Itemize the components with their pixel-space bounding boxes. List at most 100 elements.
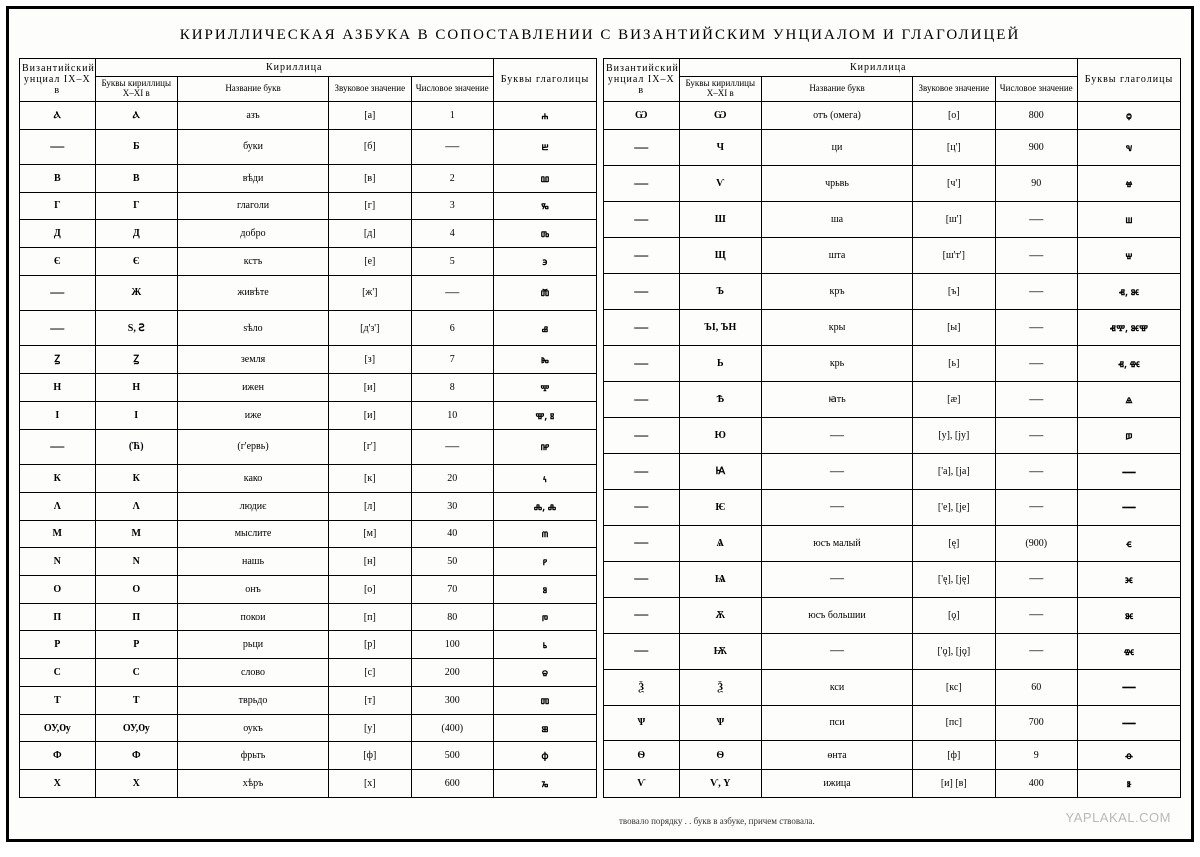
- table-row: —Щшта[ш'т']—ⱋ: [604, 237, 1181, 273]
- byzantine-glyph: М: [20, 520, 96, 548]
- byzantine-glyph: П: [20, 603, 96, 631]
- phonetic-value: [е]: [329, 248, 411, 276]
- table-row: —(Ћ)(г'ервь)[г']—ⰼ: [20, 429, 597, 464]
- table-row: ММмыслите[м]40ⰿ: [20, 520, 597, 548]
- numeric-value: 500: [411, 742, 493, 770]
- phonetic-value: [ы]: [913, 309, 995, 345]
- glagolitic-glyph: ⰸ: [493, 346, 596, 374]
- letter-name: —: [761, 417, 912, 453]
- cyrillic-glyph: Ъ: [679, 273, 761, 309]
- glagolitic-glyph: ⰹ: [493, 374, 596, 402]
- cyrillic-glyph: П: [95, 603, 177, 631]
- glagolitic-glyph: ⱘ: [1077, 597, 1180, 633]
- phonetic-value: [б]: [329, 129, 411, 164]
- cyrillic-glyph: Ѥ: [679, 489, 761, 525]
- table-row: ѲѲөнта[ф]9ⱚ: [604, 741, 1181, 769]
- numeric-value: 6: [411, 311, 493, 346]
- table-row: —Ъкръ[ъ]—ⱏ, ⱘ: [604, 273, 1181, 309]
- glagolitic-glyph: ⰺ, ⰻ: [493, 401, 596, 429]
- table-row: ППпокои[п]80ⱂ: [20, 603, 597, 631]
- glagolitic-glyph: ⱇ: [493, 742, 596, 770]
- byzantine-glyph: Д: [20, 220, 96, 248]
- glagolitic-glyph: —: [1077, 705, 1180, 741]
- letter-name: живѣте: [177, 275, 328, 310]
- alphabet-table-left: Византийский унциал IX–X в Кириллица Бук…: [19, 58, 597, 798]
- numeric-value: 40: [411, 520, 493, 548]
- col-cyrillic-group: Кириллица: [679, 59, 1077, 77]
- cyrillic-glyph: Ꙁ: [95, 346, 177, 374]
- letter-name: глаголи: [177, 192, 328, 220]
- byzantine-glyph: —: [20, 275, 96, 310]
- table-row: —Чци[ц']900ⱌ: [604, 130, 1181, 166]
- letter-name: нашь: [177, 548, 328, 576]
- phonetic-value: [в]: [329, 164, 411, 192]
- byzantine-glyph: —: [20, 129, 96, 164]
- phonetic-value: [и] [в]: [913, 769, 995, 797]
- numeric-value: —: [995, 633, 1077, 669]
- phonetic-value: [з]: [329, 346, 411, 374]
- numeric-value: 2: [411, 164, 493, 192]
- phonetic-value: [ф]: [913, 741, 995, 769]
- cyrillic-glyph: Ф: [95, 742, 177, 770]
- letter-name: ша: [761, 201, 912, 237]
- cyrillic-glyph: Ш: [679, 201, 761, 237]
- phonetic-value: [ш']: [913, 201, 995, 237]
- letter-name: буки: [177, 129, 328, 164]
- byzantine-glyph: ОУ,Ѹ: [20, 714, 96, 742]
- table-row: ККкако[к]20ⰽ: [20, 465, 597, 493]
- glagolitic-glyph: ⱓ: [1077, 417, 1180, 453]
- col-letter-name: Название букв: [761, 77, 912, 102]
- table-row: —Ѫюсъ большии[ǫ]—ⱘ: [604, 597, 1181, 633]
- numeric-value: 3: [411, 192, 493, 220]
- numeric-value: 800: [995, 101, 1077, 129]
- numeric-value: —: [995, 597, 1077, 633]
- table-row: ФФфрьть[ф]500ⱇ: [20, 742, 597, 770]
- numeric-value: —: [411, 129, 493, 164]
- cyrillic-glyph: Г: [95, 192, 177, 220]
- letter-name: кси: [761, 669, 912, 705]
- col-cyrillic-group: Кириллица: [95, 59, 493, 77]
- numeric-value: 10: [411, 401, 493, 429]
- glagolitic-glyph: —: [1077, 453, 1180, 489]
- byzantine-glyph: —: [20, 429, 96, 464]
- table-row: ООонъ[о]70ⱁ: [20, 575, 597, 603]
- byzantine-glyph: —: [604, 273, 680, 309]
- table-row: —Ѧюсъ малый[ę](900)ⱔ: [604, 525, 1181, 561]
- numeric-value: —: [995, 561, 1077, 597]
- table-row: —Ѵчрьвь[ч']90ⱍ: [604, 165, 1181, 201]
- letter-name: фрьть: [177, 742, 328, 770]
- byzantine-glyph: —: [604, 309, 680, 345]
- cyrillic-glyph: С: [95, 659, 177, 687]
- glagolitic-glyph: ⱗ: [1077, 561, 1180, 597]
- glagolitic-glyph: ⱚ: [1077, 741, 1180, 769]
- glagolitic-glyph: ⰳ: [493, 192, 596, 220]
- letter-name: шта: [761, 237, 912, 273]
- phonetic-value: [а]: [329, 101, 411, 129]
- cyrillic-glyph: І: [95, 401, 177, 429]
- glagolitic-glyph: ⰰ: [493, 101, 596, 129]
- alphabet-table-right: Византийский унциал IX–X в Кириллица Бук…: [603, 58, 1181, 798]
- table-row: —Ькрь[ь]—ⱐ, ⱙ: [604, 345, 1181, 381]
- table-row: РРрьци[р]100ⱃ: [20, 631, 597, 659]
- table-row: —Ѥ—['е], [jе]——: [604, 489, 1181, 525]
- phonetic-value: [ж']: [329, 275, 411, 310]
- cyrillic-glyph: Ѫ: [679, 597, 761, 633]
- col-byzantine: Византийский унциал IX–X в: [20, 59, 96, 102]
- phonetic-value: ['а], [jа]: [913, 453, 995, 489]
- table-row: ВВвѣди[в]2ⰲ: [20, 164, 597, 192]
- phonetic-value: [с]: [329, 659, 411, 687]
- byzantine-glyph: В: [20, 164, 96, 192]
- numeric-value: —: [411, 429, 493, 464]
- watermark: YAPLAKAL.COM: [1066, 810, 1171, 825]
- letter-name: чрьвь: [761, 165, 912, 201]
- letter-name: кры: [761, 309, 912, 345]
- cyrillic-glyph: Ѵ: [679, 165, 761, 201]
- numeric-value: (400): [411, 714, 493, 742]
- table-row: ЄЄкстъ[е]5ⰵ: [20, 248, 597, 276]
- glagolitic-glyph: ⰾ, ⰾ: [493, 492, 596, 520]
- phonetic-value: [ǫ]: [913, 597, 995, 633]
- numeric-value: 20: [411, 465, 493, 493]
- table-pair: Византийский унциал IX–X в Кириллица Бук…: [19, 58, 1181, 798]
- cyrillic-glyph: О: [95, 575, 177, 603]
- numeric-value: —: [995, 309, 1077, 345]
